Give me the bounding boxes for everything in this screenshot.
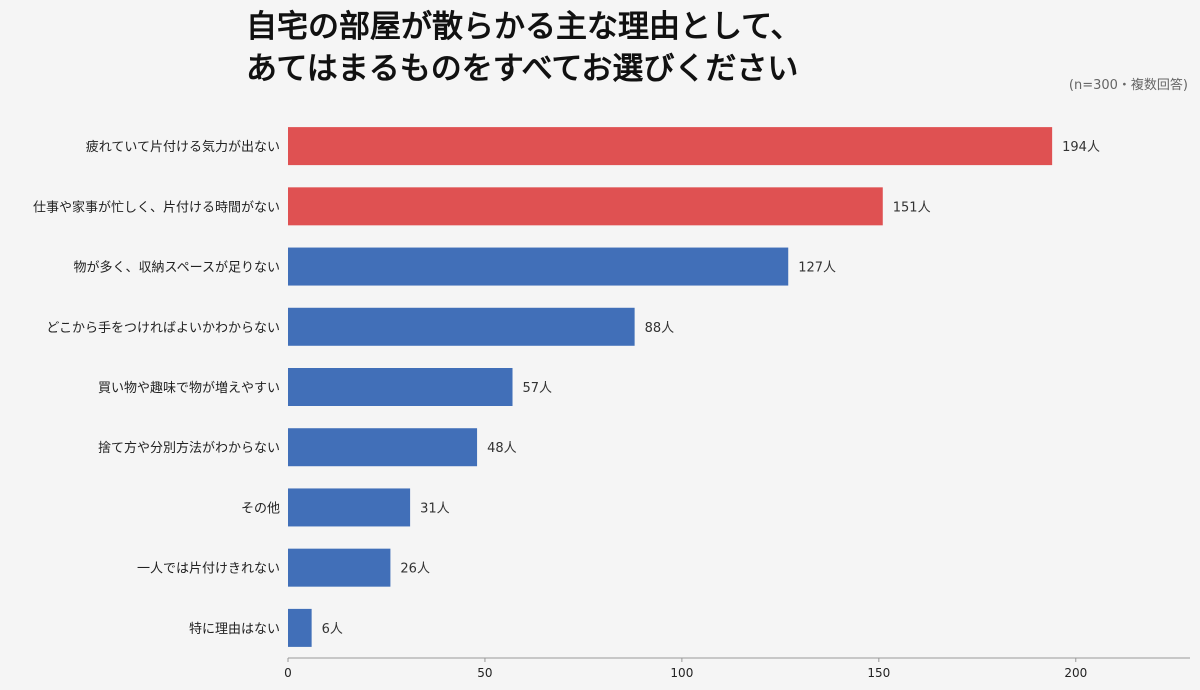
- x-tick-label-1: 0: [284, 666, 292, 680]
- category-label-3: 物が多く、収納スペースが足りない: [74, 260, 280, 276]
- value-label-3: 127人: [798, 261, 836, 276]
- sample-note: (n=300・複数回答): [1068, 78, 1188, 93]
- category-label-1: 疲れていて片付ける気力が出ない: [86, 139, 280, 155]
- category-label-5: 買い物や趣味で物が増えやすい: [98, 381, 280, 396]
- category-label-2: 仕事や家事が忙しく、片付ける時間がない: [33, 199, 280, 215]
- value-label-5: 57人: [523, 381, 553, 396]
- value-label-1: 194人: [1062, 140, 1100, 155]
- bar-4: [288, 307, 635, 346]
- x-tick-label-2: 50: [477, 666, 492, 680]
- category-label-4: どこから手をつければよいかわからない: [46, 321, 280, 336]
- value-label-9: 6人: [322, 622, 343, 637]
- bar-1: [288, 127, 1053, 166]
- value-label-4: 88人: [645, 321, 675, 336]
- value-label-2: 151人: [893, 200, 931, 215]
- category-label-6: 捨て方や分別方法がわからない: [98, 440, 280, 456]
- category-label-8: 一人では片付けきれない: [137, 562, 280, 577]
- bar-9: [288, 608, 312, 647]
- value-label-8: 26人: [400, 562, 430, 577]
- category-label-7: その他: [241, 501, 280, 516]
- bar-5: [288, 368, 513, 406]
- value-label-7: 31人: [420, 501, 450, 516]
- bar-2: [288, 187, 883, 226]
- x-tick-label-3: 100: [670, 666, 693, 680]
- bar-7: [288, 488, 411, 527]
- bar-6: [288, 428, 478, 467]
- chart-title: 自宅の部屋が散らかる主な理由として、 あてはまるものをすべてお選びください: [246, 6, 802, 90]
- bar-3: [288, 247, 789, 286]
- value-label-6: 48人: [487, 441, 517, 456]
- x-tick-label-5: 200: [1064, 666, 1087, 680]
- category-label-9: 特に理由はない: [189, 622, 280, 637]
- x-tick-label-4: 150: [867, 666, 890, 680]
- chart-title-line-2: あてはまるものをすべてお選びください: [246, 51, 799, 87]
- bar-8: [288, 548, 391, 587]
- chart-title-line-1: 自宅の部屋が散らかる主な理由として、: [246, 9, 802, 45]
